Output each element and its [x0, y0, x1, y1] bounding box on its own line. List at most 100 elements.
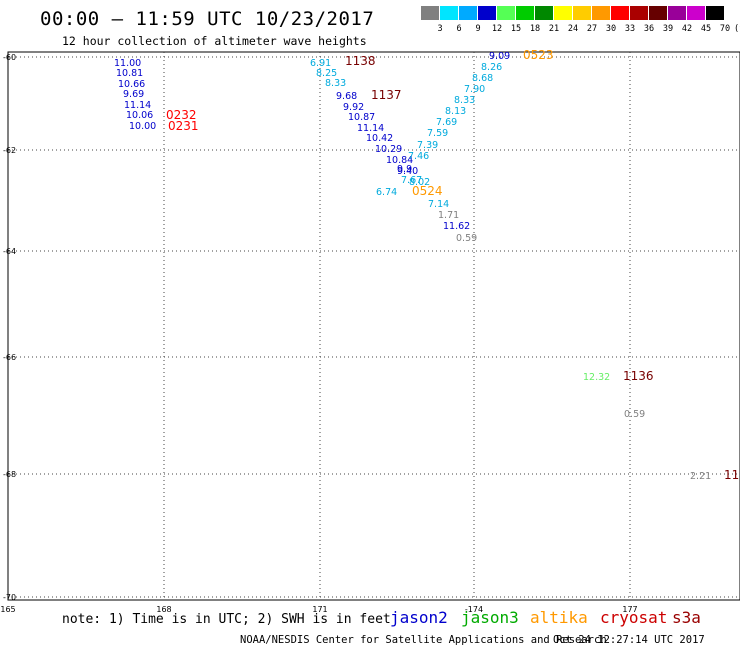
legend-swatch	[706, 6, 725, 20]
wave-height-label: 6.91	[310, 58, 331, 69]
wave-height-label: 10.87	[348, 112, 375, 123]
wave-height-label: 10.06	[126, 110, 153, 121]
wave-height-label: 9.09	[489, 51, 510, 62]
legend-swatch	[421, 6, 440, 20]
legend-swatch	[440, 6, 459, 20]
legend-label: 36	[643, 24, 655, 34]
wave-height-label: 8.68	[472, 73, 493, 84]
map-frame	[7, 51, 740, 601]
legend-swatch	[592, 6, 611, 20]
satellite-cryosat: cryosat	[600, 608, 668, 627]
page-title: 00:00 – 11:59 UTC 10/23/2017	[40, 8, 375, 30]
lon-tick-label: 165	[0, 605, 15, 614]
pass-time-label: 1138	[345, 54, 376, 68]
wave-height-label: 8.25	[316, 68, 337, 79]
lat-tick-label: -62	[3, 146, 16, 155]
pass-time-label: 0232	[166, 108, 197, 122]
pass-time-label: 1137	[371, 88, 402, 102]
legend-label: 6	[456, 24, 462, 34]
legend-label: 30	[605, 24, 617, 34]
satellite-s3a: s3a	[672, 608, 701, 627]
wave-height-label: 9.92	[343, 102, 364, 113]
pass-time-label: 0524	[412, 184, 443, 198]
wave-height-label: 8.33	[325, 78, 346, 89]
lon-tick-label: -174	[465, 605, 483, 614]
lat-tick-label: -70	[3, 593, 16, 602]
wave-height-label: 7.59	[427, 128, 448, 139]
legend-label: 39	[662, 24, 674, 34]
wave-height-label: 9.69	[123, 89, 144, 100]
satellite-jason3: jason3	[461, 608, 519, 627]
wave-height-label: 10.81	[116, 68, 143, 79]
wave-height-label: 6.74	[376, 187, 397, 198]
wave-height-label: 11.62	[443, 221, 470, 232]
legend-swatch	[630, 6, 649, 20]
wave-height-label: 1.71	[438, 210, 459, 221]
pass-time-label: 0231	[168, 119, 199, 133]
wave-height-label: 10.84	[386, 155, 413, 166]
legend-label: 33	[624, 24, 636, 34]
lat-tick-label: -60	[3, 53, 16, 62]
legend-swatch	[516, 6, 535, 20]
wave-height-label: 9.9	[397, 164, 412, 175]
legend-label: 9	[475, 24, 481, 34]
pass-time-label: 1136	[623, 369, 654, 383]
legend-swatch	[573, 6, 592, 20]
legend-swatch	[497, 6, 516, 20]
pass-time-label: 11	[724, 468, 739, 482]
footer-note: note: 1) Time is in UTC; 2) SWH is in fe…	[62, 612, 391, 627]
lon-tick-label: 171	[312, 605, 327, 614]
wave-height-label: 10.00	[129, 121, 156, 132]
wave-height-label: 10.42	[366, 133, 393, 144]
legend-label: (ft)	[734, 24, 740, 34]
lon-tick-label: 168	[156, 605, 171, 614]
wave-height-label: 2.21	[690, 471, 711, 482]
wave-height-label: 0.59	[624, 409, 645, 420]
wave-height-label: 11.14	[357, 123, 384, 134]
wave-height-label: 7.90	[464, 84, 485, 95]
legend-label: 15	[510, 24, 522, 34]
wave-height-label: 7.67	[401, 175, 422, 186]
lat-tick-label: -66	[3, 353, 16, 362]
legend-swatch	[459, 6, 478, 20]
footer-date: Oct 24 12:27:14 UTC 2017	[553, 634, 705, 646]
legend-swatch	[535, 6, 554, 20]
wave-height-label: 8.33	[454, 95, 475, 106]
wave-height-label: 7.69	[436, 117, 457, 128]
lat-tick-label: -68	[3, 470, 16, 479]
legend-swatch	[668, 6, 687, 20]
page-subtitle: 12 hour collection of altimeter wave hei…	[62, 34, 367, 48]
legend-swatch	[687, 6, 706, 20]
legend-swatch	[649, 6, 668, 20]
pass-time-label: 0523	[523, 48, 554, 62]
wave-height-label: 9.68	[336, 91, 357, 102]
legend-swatch	[611, 6, 630, 20]
wave-height-label: 7.39	[417, 140, 438, 151]
wave-height-label: 7.14	[428, 199, 449, 210]
wave-height-label: 11.14	[124, 100, 151, 111]
legend-swatch	[554, 6, 573, 20]
legend-label: 27	[586, 24, 598, 34]
legend-label: 70	[719, 24, 731, 34]
wave-height-label: 10.66	[118, 79, 145, 90]
legend-label: 24	[567, 24, 579, 34]
wave-height-label: 0.59	[456, 233, 477, 244]
satellite-altika: altika	[530, 608, 588, 627]
legend-swatch	[478, 6, 497, 20]
footer-credit: NOAA/NESDIS Center for Satellite Applica…	[240, 634, 607, 646]
lat-tick-label: -64	[3, 247, 16, 256]
legend-label: 21	[548, 24, 560, 34]
wave-height-label: 11.00	[114, 58, 141, 69]
legend-label: 18	[529, 24, 541, 34]
lon-tick-label: 177	[622, 605, 637, 614]
wave-height-label: 10.29	[375, 144, 402, 155]
wave-height-label: 7.46	[408, 151, 429, 162]
wave-height-label: 8.02	[409, 177, 430, 188]
wave-height-label: 8.13	[445, 106, 466, 117]
wave-height-label: 8.26	[481, 62, 502, 73]
wave-height-label: 12.32	[583, 372, 610, 383]
satellite-jason2: jason2	[390, 608, 448, 627]
legend-label: 42	[681, 24, 693, 34]
legend-label: 3	[437, 24, 443, 34]
